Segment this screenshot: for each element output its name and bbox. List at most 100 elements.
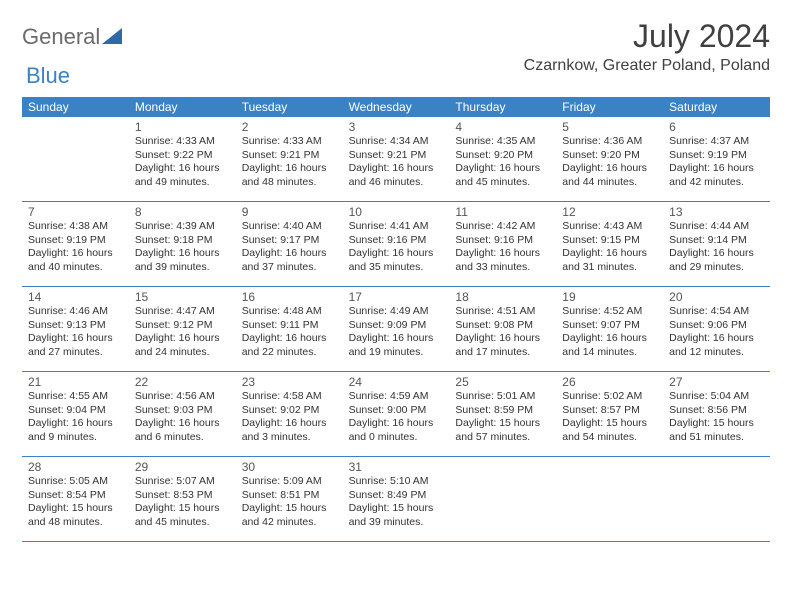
day-info: Sunrise: 5:02 AMSunset: 8:57 PMDaylight:… (562, 390, 657, 445)
day-info: Sunrise: 5:04 AMSunset: 8:56 PMDaylight:… (669, 390, 764, 445)
day-cell (556, 457, 663, 541)
day-cell: 23Sunrise: 4:58 AMSunset: 9:02 PMDayligh… (236, 372, 343, 456)
day-info: Sunrise: 4:52 AMSunset: 9:07 PMDaylight:… (562, 305, 657, 360)
day-number: 9 (242, 205, 337, 219)
day-number: 10 (349, 205, 444, 219)
day-cell: 11Sunrise: 4:42 AMSunset: 9:16 PMDayligh… (449, 202, 556, 286)
day-info: Sunrise: 4:37 AMSunset: 9:19 PMDaylight:… (669, 135, 764, 190)
day-number: 20 (669, 290, 764, 304)
day-number: 29 (135, 460, 230, 474)
day-info: Sunrise: 4:55 AMSunset: 9:04 PMDaylight:… (28, 390, 123, 445)
day-number: 3 (349, 120, 444, 134)
day-number: 17 (349, 290, 444, 304)
day-info: Sunrise: 4:34 AMSunset: 9:21 PMDaylight:… (349, 135, 444, 190)
day-number: 8 (135, 205, 230, 219)
day-info: Sunrise: 4:38 AMSunset: 9:19 PMDaylight:… (28, 220, 123, 275)
calendar-page: General July 2024 Czarnkow, Greater Pola… (0, 0, 792, 560)
day-number: 5 (562, 120, 657, 134)
day-number: 21 (28, 375, 123, 389)
day-info: Sunrise: 5:07 AMSunset: 8:53 PMDaylight:… (135, 475, 230, 530)
day-number: 6 (669, 120, 764, 134)
month-title: July 2024 (524, 18, 770, 55)
day-info: Sunrise: 4:39 AMSunset: 9:18 PMDaylight:… (135, 220, 230, 275)
day-info: Sunrise: 4:47 AMSunset: 9:12 PMDaylight:… (135, 305, 230, 360)
title-block: July 2024 Czarnkow, Greater Poland, Pola… (524, 18, 770, 75)
day-cell (22, 117, 129, 201)
day-cell: 1Sunrise: 4:33 AMSunset: 9:22 PMDaylight… (129, 117, 236, 201)
day-cell: 21Sunrise: 4:55 AMSunset: 9:04 PMDayligh… (22, 372, 129, 456)
location-text: Czarnkow, Greater Poland, Poland (524, 57, 770, 75)
day-number: 22 (135, 375, 230, 389)
day-info: Sunrise: 4:56 AMSunset: 9:03 PMDaylight:… (135, 390, 230, 445)
day-cell: 22Sunrise: 4:56 AMSunset: 9:03 PMDayligh… (129, 372, 236, 456)
day-info: Sunrise: 4:41 AMSunset: 9:16 PMDaylight:… (349, 220, 444, 275)
day-number: 26 (562, 375, 657, 389)
day-info: Sunrise: 5:10 AMSunset: 8:49 PMDaylight:… (349, 475, 444, 530)
day-number: 1 (135, 120, 230, 134)
day-cell: 12Sunrise: 4:43 AMSunset: 9:15 PMDayligh… (556, 202, 663, 286)
day-cell: 8Sunrise: 4:39 AMSunset: 9:18 PMDaylight… (129, 202, 236, 286)
day-number: 11 (455, 205, 550, 219)
day-number: 19 (562, 290, 657, 304)
day-cell: 29Sunrise: 5:07 AMSunset: 8:53 PMDayligh… (129, 457, 236, 541)
week-row: 28Sunrise: 5:05 AMSunset: 8:54 PMDayligh… (22, 457, 770, 542)
day-info: Sunrise: 4:54 AMSunset: 9:06 PMDaylight:… (669, 305, 764, 360)
day-cell: 14Sunrise: 4:46 AMSunset: 9:13 PMDayligh… (22, 287, 129, 371)
week-row: 14Sunrise: 4:46 AMSunset: 9:13 PMDayligh… (22, 287, 770, 372)
day-info: Sunrise: 5:05 AMSunset: 8:54 PMDaylight:… (28, 475, 123, 530)
day-cell: 9Sunrise: 4:40 AMSunset: 9:17 PMDaylight… (236, 202, 343, 286)
day-cell: 31Sunrise: 5:10 AMSunset: 8:49 PMDayligh… (343, 457, 450, 541)
day-cell: 27Sunrise: 5:04 AMSunset: 8:56 PMDayligh… (663, 372, 770, 456)
day-number: 31 (349, 460, 444, 474)
day-number: 14 (28, 290, 123, 304)
day-info: Sunrise: 4:35 AMSunset: 9:20 PMDaylight:… (455, 135, 550, 190)
day-number: 15 (135, 290, 230, 304)
day-cell: 28Sunrise: 5:05 AMSunset: 8:54 PMDayligh… (22, 457, 129, 541)
day-cell: 20Sunrise: 4:54 AMSunset: 9:06 PMDayligh… (663, 287, 770, 371)
day-cell: 4Sunrise: 4:35 AMSunset: 9:20 PMDaylight… (449, 117, 556, 201)
day-number: 7 (28, 205, 123, 219)
day-number: 25 (455, 375, 550, 389)
day-info: Sunrise: 4:36 AMSunset: 9:20 PMDaylight:… (562, 135, 657, 190)
day-cell: 30Sunrise: 5:09 AMSunset: 8:51 PMDayligh… (236, 457, 343, 541)
day-cell: 24Sunrise: 4:59 AMSunset: 9:00 PMDayligh… (343, 372, 450, 456)
weekday-label: Monday (129, 97, 236, 117)
day-info: Sunrise: 4:48 AMSunset: 9:11 PMDaylight:… (242, 305, 337, 360)
logo-text-general: General (22, 24, 100, 50)
day-info: Sunrise: 4:40 AMSunset: 9:17 PMDaylight:… (242, 220, 337, 275)
day-number: 16 (242, 290, 337, 304)
week-row: 7Sunrise: 4:38 AMSunset: 9:19 PMDaylight… (22, 202, 770, 287)
day-number: 4 (455, 120, 550, 134)
day-cell: 26Sunrise: 5:02 AMSunset: 8:57 PMDayligh… (556, 372, 663, 456)
day-cell: 16Sunrise: 4:48 AMSunset: 9:11 PMDayligh… (236, 287, 343, 371)
weekday-label: Tuesday (236, 97, 343, 117)
weekday-label: Saturday (663, 97, 770, 117)
day-info: Sunrise: 4:42 AMSunset: 9:16 PMDaylight:… (455, 220, 550, 275)
day-info: Sunrise: 4:33 AMSunset: 9:22 PMDaylight:… (135, 135, 230, 190)
day-info: Sunrise: 5:09 AMSunset: 8:51 PMDaylight:… (242, 475, 337, 530)
day-cell: 17Sunrise: 4:49 AMSunset: 9:09 PMDayligh… (343, 287, 450, 371)
weekday-header: SundayMondayTuesdayWednesdayThursdayFrid… (22, 97, 770, 117)
day-number: 24 (349, 375, 444, 389)
day-info: Sunrise: 5:01 AMSunset: 8:59 PMDaylight:… (455, 390, 550, 445)
day-number: 2 (242, 120, 337, 134)
week-row: 21Sunrise: 4:55 AMSunset: 9:04 PMDayligh… (22, 372, 770, 457)
day-cell: 6Sunrise: 4:37 AMSunset: 9:19 PMDaylight… (663, 117, 770, 201)
day-number: 18 (455, 290, 550, 304)
logo-text-blue: Blue (26, 63, 70, 89)
day-cell: 10Sunrise: 4:41 AMSunset: 9:16 PMDayligh… (343, 202, 450, 286)
day-cell: 2Sunrise: 4:33 AMSunset: 9:21 PMDaylight… (236, 117, 343, 201)
day-info: Sunrise: 4:51 AMSunset: 9:08 PMDaylight:… (455, 305, 550, 360)
day-cell: 7Sunrise: 4:38 AMSunset: 9:19 PMDaylight… (22, 202, 129, 286)
day-cell: 13Sunrise: 4:44 AMSunset: 9:14 PMDayligh… (663, 202, 770, 286)
day-cell: 3Sunrise: 4:34 AMSunset: 9:21 PMDaylight… (343, 117, 450, 201)
day-info: Sunrise: 4:33 AMSunset: 9:21 PMDaylight:… (242, 135, 337, 190)
calendar-grid: SundayMondayTuesdayWednesdayThursdayFrid… (22, 97, 770, 542)
day-info: Sunrise: 4:58 AMSunset: 9:02 PMDaylight:… (242, 390, 337, 445)
day-cell: 5Sunrise: 4:36 AMSunset: 9:20 PMDaylight… (556, 117, 663, 201)
logo: General (22, 18, 122, 50)
weekday-label: Sunday (22, 97, 129, 117)
day-info: Sunrise: 4:46 AMSunset: 9:13 PMDaylight:… (28, 305, 123, 360)
day-info: Sunrise: 4:59 AMSunset: 9:00 PMDaylight:… (349, 390, 444, 445)
day-number: 12 (562, 205, 657, 219)
